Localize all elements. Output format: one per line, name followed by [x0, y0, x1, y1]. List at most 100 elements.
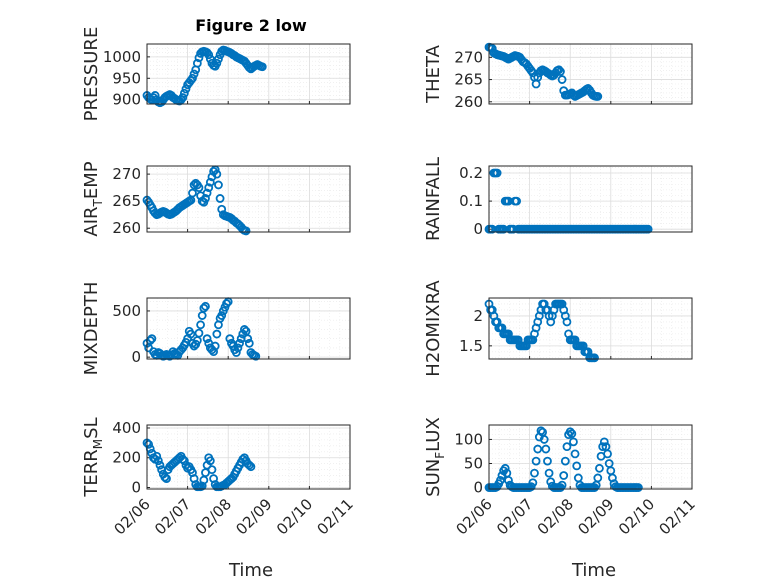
- x-tick-label: 02/10: [273, 495, 316, 538]
- axes-box: [488, 43, 693, 105]
- x-tick-label: 02/11: [314, 495, 357, 538]
- data-point: [212, 329, 222, 339]
- x-tick-label: 02/08: [534, 495, 577, 538]
- y-tick-label: 270: [454, 48, 483, 66]
- y-tick-label: 100: [454, 430, 483, 448]
- figure-title: Figure 2 low: [195, 16, 307, 35]
- data-point: [541, 444, 551, 454]
- data-point: [225, 334, 235, 344]
- x-tick-label: 02/07: [493, 495, 536, 538]
- data-point: [634, 483, 643, 492]
- data-point: [495, 475, 505, 485]
- data-point: [251, 351, 261, 361]
- data-point: [543, 456, 552, 466]
- data-point: [603, 449, 612, 459]
- data-point: [244, 338, 254, 348]
- data-point: [572, 461, 582, 471]
- x-tick-label: 02/06: [453, 495, 496, 538]
- axes-box: [146, 43, 351, 105]
- data-point: [562, 442, 572, 452]
- data-point: [556, 67, 565, 76]
- data-point: [531, 456, 541, 466]
- axes-box: [146, 424, 351, 490]
- y-tick-label: 0.2: [459, 164, 483, 182]
- data-point: [530, 468, 539, 478]
- data-point: [144, 439, 154, 449]
- data-point: [196, 320, 205, 330]
- x-tick-label: 02/07: [151, 495, 194, 538]
- y-tick-label: 270: [112, 165, 141, 183]
- data-point: [231, 348, 241, 357]
- x-tick-label: 02/10: [615, 495, 658, 538]
- data-point: [201, 194, 210, 203]
- data-point: [562, 317, 572, 327]
- y-tick-label: 0: [131, 479, 141, 497]
- data-point: [570, 449, 580, 459]
- ylabel-sun_flux: SUNFLUX: [423, 417, 447, 497]
- y-tick-label: 400: [112, 419, 141, 437]
- axes-box: [146, 297, 351, 360]
- data-point: [189, 69, 199, 79]
- data-point: [212, 58, 222, 68]
- data-point: [512, 196, 522, 206]
- data-point: [192, 58, 202, 68]
- data-point: [202, 334, 212, 344]
- ylabel-theta: THETA: [423, 44, 444, 104]
- data-point: [188, 73, 197, 83]
- data-point: [244, 460, 254, 470]
- data-point: [217, 311, 227, 320]
- y-tick-label: 265: [112, 192, 141, 210]
- data-point: [599, 437, 609, 447]
- y-tick-label: 1.5: [459, 337, 483, 355]
- axes-box: [488, 424, 693, 490]
- data-point: [567, 429, 577, 439]
- data-point: [554, 65, 564, 75]
- data-point: [215, 194, 225, 203]
- subplot-h2omixra: 1.5 2 H2OMIXRA: [423, 280, 693, 377]
- x-tick-label: 02/11: [656, 495, 699, 538]
- data-point: [205, 177, 215, 187]
- y-tick-label: 0: [473, 479, 483, 497]
- data-point: [217, 204, 227, 214]
- plot-area: [489, 425, 692, 489]
- data-point: [257, 62, 267, 72]
- axes-box: [488, 165, 693, 233]
- data-point: [560, 456, 570, 466]
- x-tick-label: 02/06: [111, 495, 154, 538]
- x-tick-label: 02/09: [574, 495, 617, 538]
- ylabel-pressure: PRESSURE: [81, 27, 102, 122]
- data-point: [147, 334, 157, 344]
- ylabel-h2omixra: H2OMIXRA: [423, 280, 444, 377]
- data-point: [565, 427, 575, 437]
- data-point: [178, 93, 188, 102]
- x-tick-label: 02/09: [232, 495, 275, 538]
- data-point: [160, 472, 170, 482]
- data-point: [194, 328, 204, 338]
- xlabel-right: Time: [571, 560, 616, 581]
- subplot-mixdepth: 0 500 MIXDEPTH: [81, 282, 351, 375]
- data-point: [559, 471, 569, 480]
- data-point: [222, 299, 231, 308]
- y-tick-label: 500: [112, 302, 141, 320]
- data-point: [235, 338, 244, 348]
- data-point: [204, 183, 214, 193]
- data-point: [152, 451, 162, 461]
- data-point: [179, 456, 189, 466]
- data-point: [590, 353, 599, 363]
- data-point: [209, 347, 218, 357]
- data-point: [205, 456, 215, 466]
- data-point: [207, 465, 217, 475]
- ylabel-terr_msl: TERRMSL: [81, 417, 105, 497]
- data-point: [246, 462, 256, 472]
- data-point: [492, 168, 502, 178]
- y-tick-label: 0: [473, 220, 483, 238]
- data-point: [243, 334, 253, 344]
- ylabel-air_temp: AIRTEMP: [81, 161, 105, 236]
- data-point: [241, 226, 251, 236]
- data-point: [186, 329, 196, 339]
- y-tick-label: 950: [112, 69, 141, 87]
